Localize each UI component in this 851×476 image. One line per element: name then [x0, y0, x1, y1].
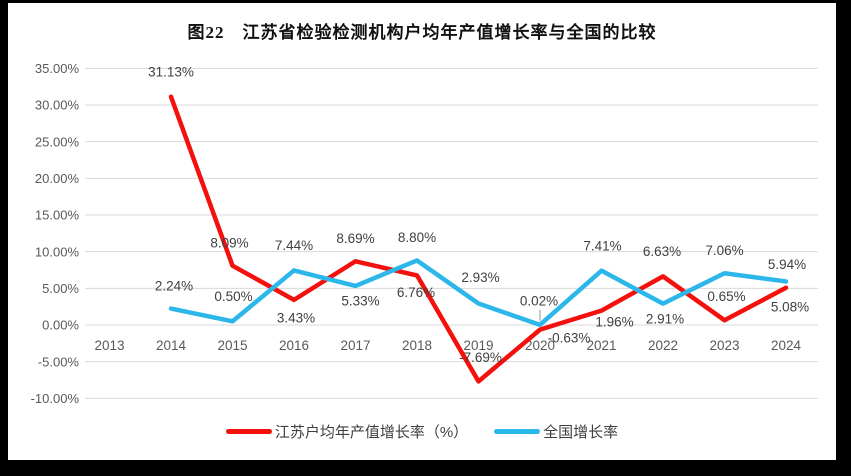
- svg-text:2020: 2020: [525, 338, 555, 353]
- legend-item-national: 全国增长率: [494, 421, 618, 442]
- svg-text:35.00%: 35.00%: [35, 61, 80, 76]
- svg-text:2021: 2021: [586, 338, 616, 353]
- svg-text:5.94%: 5.94%: [768, 257, 806, 272]
- svg-text:7.41%: 7.41%: [583, 238, 621, 253]
- svg-text:2023: 2023: [709, 338, 739, 353]
- legend-swatch-national: [494, 428, 541, 434]
- svg-text:2.24%: 2.24%: [155, 278, 193, 293]
- svg-text:2015: 2015: [217, 338, 247, 353]
- svg-text:2013: 2013: [94, 338, 124, 353]
- svg-text:5.33%: 5.33%: [341, 294, 379, 309]
- chart-title: 图22 江苏省检验检测机构户均年产值增长率与全国的比较: [187, 23, 657, 42]
- chart-legend: 江苏户均年产值增长率（%） 全国增长率: [8, 419, 836, 443]
- svg-text:2.91%: 2.91%: [646, 311, 684, 326]
- svg-text:2.93%: 2.93%: [461, 270, 499, 285]
- line-chart: 35.00% 30.00% 25.00% 20.00% 15.00% 10.00% 5.00…: [31, 61, 818, 406]
- svg-text:-0.63%: -0.63%: [548, 330, 591, 345]
- svg-text:6.63%: 6.63%: [643, 244, 681, 259]
- legend-label-national: 全国增长率: [543, 423, 619, 441]
- svg-text:2014: 2014: [156, 338, 187, 353]
- svg-text:1.96%: 1.96%: [595, 314, 633, 329]
- svg-text:25.00%: 25.00%: [35, 134, 80, 149]
- svg-text:2019: 2019: [463, 338, 493, 353]
- svg-text:5.08%: 5.08%: [771, 299, 809, 314]
- svg-text:30.00%: 30.00%: [35, 98, 80, 113]
- svg-text:0.50%: 0.50%: [214, 289, 252, 304]
- svg-text:-10.00%: -10.00%: [31, 391, 80, 406]
- svg-text:8.80%: 8.80%: [398, 230, 436, 245]
- legend-item-jiangsu: 江苏户均年产值增长率（%）: [225, 421, 469, 442]
- legend-label-jiangsu: 江苏户均年产值增长率（%）: [274, 423, 469, 441]
- svg-text:0.65%: 0.65%: [707, 289, 745, 304]
- svg-text:8.69%: 8.69%: [336, 231, 374, 246]
- svg-text:-7.69%: -7.69%: [459, 350, 502, 365]
- svg-text:31.13%: 31.13%: [148, 64, 194, 79]
- svg-text:15.00%: 15.00%: [35, 208, 80, 223]
- svg-text:2016: 2016: [279, 338, 309, 353]
- svg-text:2018: 2018: [402, 338, 432, 353]
- svg-text:7.44%: 7.44%: [275, 238, 313, 253]
- svg-text:2017: 2017: [340, 338, 370, 353]
- svg-text:-5.00%: -5.00%: [38, 354, 80, 369]
- svg-text:8.09%: 8.09%: [210, 235, 248, 250]
- svg-text:0.02%: 0.02%: [520, 294, 558, 309]
- svg-text:5.00%: 5.00%: [42, 281, 79, 296]
- legend-swatch-jiangsu: [225, 428, 272, 434]
- svg-text:7.06%: 7.06%: [705, 243, 743, 258]
- svg-text:20.00%: 20.00%: [35, 171, 80, 186]
- svg-text:6.76%: 6.76%: [397, 285, 435, 300]
- svg-text:3.43%: 3.43%: [277, 311, 315, 326]
- svg-text:0.00%: 0.00%: [42, 318, 79, 333]
- svg-text:2022: 2022: [648, 338, 678, 353]
- svg-text:10.00%: 10.00%: [35, 244, 80, 259]
- svg-text:2024: 2024: [771, 338, 802, 353]
- chart-panel: 图22 江苏省检验检测机构户均年产值增长率与全国的比较 35.00% 30.00%…: [8, 3, 836, 460]
